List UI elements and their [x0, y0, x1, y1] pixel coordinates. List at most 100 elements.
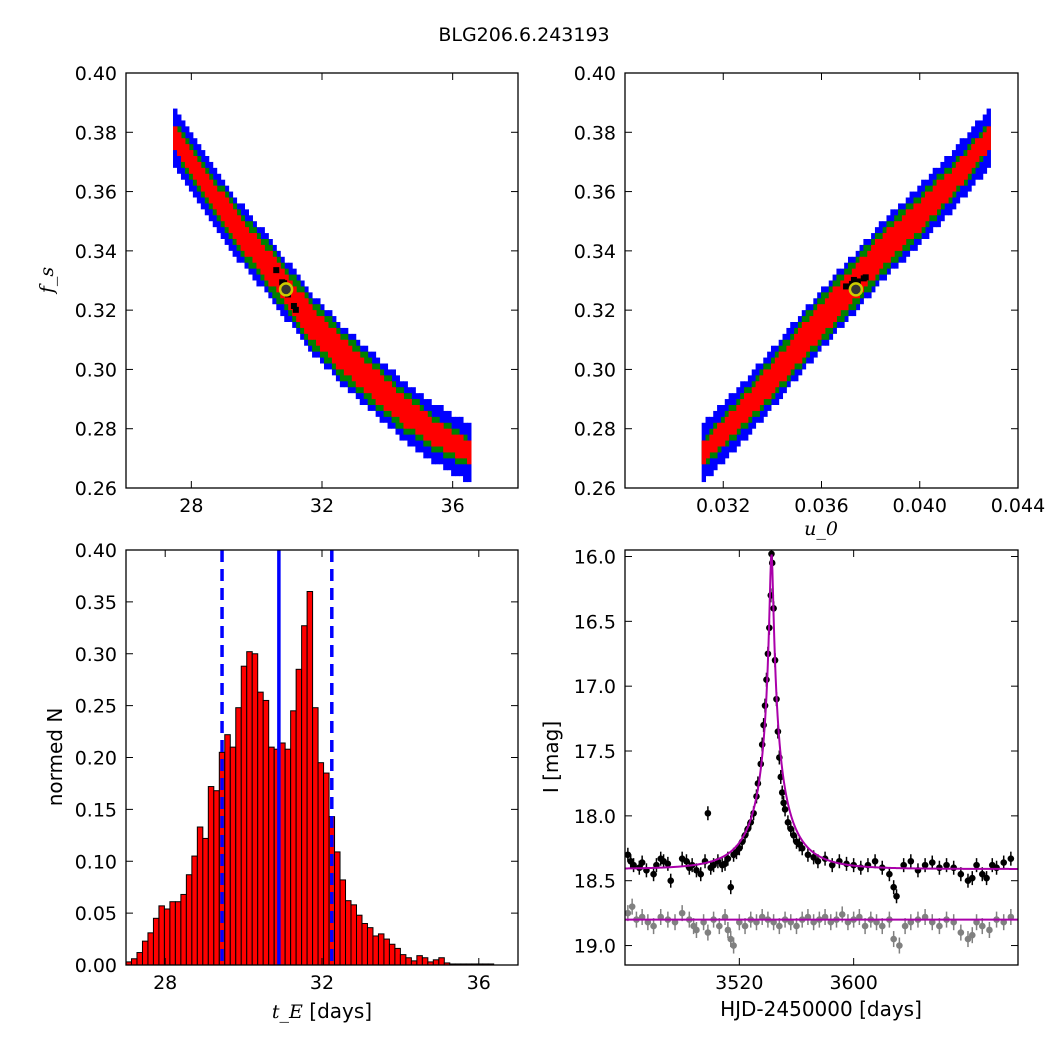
histogram-bar	[394, 947, 401, 966]
data-point-event	[724, 855, 732, 862]
data-point-event	[798, 844, 806, 852]
histogram-bars	[125, 550, 495, 966]
heatmap-cell	[850, 276, 857, 283]
heatmap-cell	[794, 333, 799, 364]
data-point-event	[893, 892, 900, 900]
heatmap-cell	[821, 304, 826, 334]
y-tick-label: 0.25	[75, 696, 117, 718]
heatmap-cell	[273, 267, 280, 274]
y-tick-label: 0.30	[75, 359, 117, 381]
histogram-bar	[323, 772, 330, 966]
histogram-bar	[224, 734, 231, 966]
y-tick-label: 18.5	[574, 871, 616, 893]
heatmap-cell	[720, 422, 726, 447]
heatmap-cell	[240, 221, 246, 251]
heatmap-cell	[232, 209, 238, 239]
heatmap-cell	[316, 316, 321, 346]
data-point-event	[721, 860, 729, 868]
data-point-event	[900, 861, 907, 869]
heatmap-cell	[924, 191, 930, 222]
heatmap-cell	[399, 393, 404, 423]
histogram-bar	[306, 591, 314, 966]
heatmap-cell	[395, 393, 400, 417]
x-tick-label: 0.036	[794, 495, 848, 517]
y-axis-label: I [mag]	[539, 721, 563, 793]
data-point-event	[921, 861, 929, 869]
heatmap-cell	[932, 185, 938, 216]
heatmap-cell	[351, 351, 357, 382]
best-fit-marker	[848, 282, 864, 297]
heatmap-cell	[204, 173, 210, 198]
heatmap-cell	[327, 327, 333, 358]
histogram-bar	[295, 668, 303, 966]
data-point-baseline	[978, 922, 986, 930]
histogram-bar	[312, 707, 319, 966]
data-point-baseline	[776, 922, 783, 930]
heatmap-cell	[751, 387, 757, 411]
heatmap-cell	[443, 428, 448, 453]
histogram-bar	[317, 762, 325, 966]
heatmap-cell	[740, 399, 745, 423]
y-tick-label: 0.26	[574, 478, 616, 500]
data-point-baseline	[693, 926, 700, 934]
data-point-event	[828, 861, 836, 869]
heatmap-cell	[944, 173, 949, 204]
histogram-bar	[301, 625, 308, 966]
heatmap-cell	[463, 440, 468, 459]
y-tick-label: 0.40	[574, 63, 616, 85]
heatmap-cell	[959, 156, 964, 186]
heatmap-cell	[747, 393, 753, 417]
histogram-bar	[196, 826, 204, 966]
histogram-bar	[334, 851, 341, 966]
histogram-bar	[257, 691, 264, 966]
y-tick-label: 0.30	[75, 644, 117, 666]
histogram-bar	[229, 746, 237, 966]
y-tick-label: 0.34	[75, 241, 117, 263]
heatmap-cell	[192, 156, 198, 180]
histogram-bar	[147, 932, 154, 966]
heatmap-cell	[224, 197, 230, 228]
y-tick-label: 19.0	[574, 936, 616, 958]
panel-fs-vs-u0: 0.032 0.036 0.040 0.044 0.26 0.28 0.30 0.32 0.34…	[574, 63, 1046, 540]
heatmap-cell	[331, 327, 337, 364]
histogram-bar	[361, 923, 368, 966]
data-point-event	[957, 870, 965, 878]
y-tick-label: 17.0	[574, 676, 616, 698]
heatmap-cell	[898, 221, 903, 251]
x-tick-label: 0.040	[893, 495, 947, 517]
heatmap-cell	[770, 363, 776, 394]
heatmap-cell	[339, 339, 345, 370]
heatmap-cell	[701, 440, 707, 465]
heatmap-cell	[813, 310, 818, 346]
data-point-event	[697, 870, 705, 878]
histogram-bar	[438, 957, 445, 966]
heatmap-cell	[862, 274, 869, 281]
heatmap-cell	[228, 203, 234, 234]
x-tick-label: 28	[179, 495, 203, 517]
data-point-event	[736, 844, 743, 852]
histogram-bar	[152, 917, 160, 966]
data-point-baseline	[678, 909, 686, 917]
data-point-event	[804, 851, 812, 859]
x-axis-label: HJD-2450000 [days]	[720, 997, 922, 1021]
histogram-bar	[136, 952, 143, 966]
histogram-bar	[405, 957, 412, 966]
data-point-event	[664, 860, 672, 868]
heatmap-cell	[790, 339, 795, 370]
heatmap-cells	[701, 108, 991, 483]
data-point-event	[693, 867, 700, 874]
panel-light-curve: 3520 3600 16.0 16.5 17.0 17.5 18.0 18.5 19.0 HJD…	[539, 546, 1019, 1021]
heatmap-cell	[763, 369, 768, 400]
data-point-event	[638, 859, 646, 866]
histogram-bar	[366, 927, 374, 966]
heatmap-cell	[878, 239, 884, 269]
y-axis-label: normed N	[43, 708, 67, 807]
histogram-bar	[268, 746, 275, 966]
histogram-bar	[207, 786, 215, 966]
data-point-event	[928, 859, 936, 866]
data-point-event	[993, 864, 1000, 872]
data-point-event	[907, 857, 915, 865]
histogram-bar	[246, 651, 253, 966]
heatmap-cell	[252, 233, 257, 263]
histogram-bar	[191, 855, 198, 966]
